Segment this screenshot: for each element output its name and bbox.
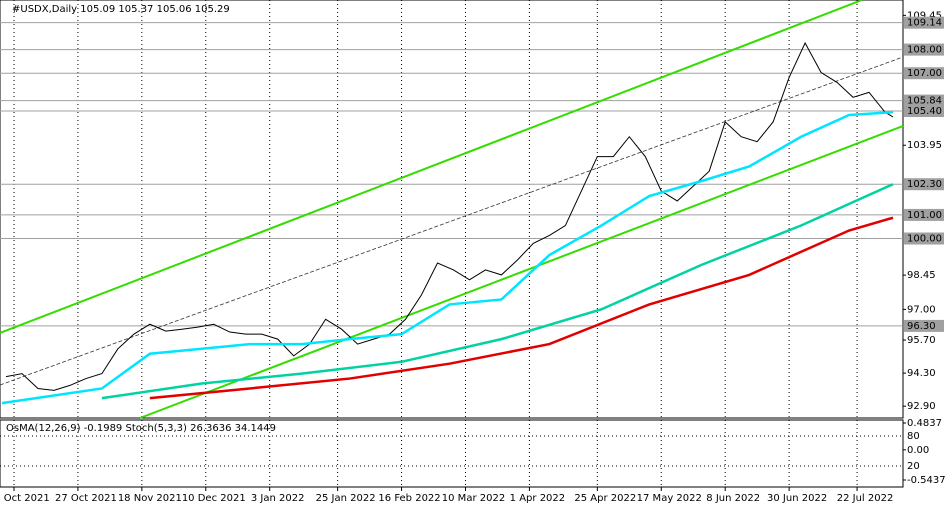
- level-label-box: [904, 104, 944, 117]
- x-tick-label: 10 Dec 2021: [182, 493, 246, 504]
- x-tick-label: 25 Apr 2022: [574, 493, 636, 504]
- x-tick-label: 17 May 2022: [637, 493, 702, 504]
- y-tick-label: 95.70: [907, 335, 936, 346]
- y-tick-label: 94.30: [907, 368, 936, 379]
- level-label: 105.84: [907, 96, 942, 107]
- level-label-box: [904, 208, 944, 221]
- x-tick-label: 10 Mar 2022: [442, 493, 505, 504]
- level-label: 96.30: [907, 321, 936, 332]
- indicator-title: OsMA(12,26,9) -0.1989 Stoch(5,3,3) 26.36…: [6, 423, 276, 434]
- y2-tick-label: 20: [907, 461, 920, 472]
- price-line: [149, 216, 894, 400]
- level-label: 102.30: [907, 179, 942, 190]
- level-label-box: [904, 178, 944, 191]
- level-label: 109.14: [907, 18, 942, 29]
- x-tick-label: 27 Oct 2021: [55, 493, 117, 504]
- x-tick-label: 30 Jun 2022: [767, 493, 827, 504]
- x-tick-label: 3 Jan 2022: [251, 493, 305, 504]
- level-label-box: [904, 232, 944, 245]
- x-tick-label: 25 Jan 2022: [316, 493, 376, 504]
- y2-tick-label: 80: [907, 431, 920, 442]
- level-label: 101.00: [907, 210, 942, 221]
- channel-line: [0, 0, 863, 334]
- level-label: 105.40: [907, 106, 942, 117]
- y-tick-label: 97.00: [907, 304, 936, 315]
- y-tick-label: -0.5437: [907, 475, 945, 486]
- level-label-box: [904, 67, 944, 80]
- x-tick-label: 18 Nov 2021: [118, 493, 182, 504]
- trend-line: [0, 56, 904, 386]
- x-tick-label: 5 Oct 2021: [0, 493, 50, 504]
- level-label: 108.00: [907, 45, 942, 56]
- chart-title: #USDX,Daily 105.09 105.37 105.06 105.29: [12, 4, 230, 15]
- x-tick-label: 16 Feb 2022: [378, 493, 440, 504]
- level-label-box: [904, 43, 944, 56]
- y-tick-label: 0.4837: [907, 418, 942, 429]
- level-label-box: [904, 319, 944, 332]
- channel-line: [139, 125, 904, 419]
- indicator-panel: [0, 419, 904, 488]
- level-label: 100.00: [907, 234, 942, 245]
- y-tick-label: 92.90: [907, 401, 936, 412]
- y-tick-label: 103.95: [907, 140, 942, 151]
- price-line: [101, 183, 894, 400]
- main-panel: [0, 0, 904, 419]
- price-line: [5, 41, 894, 391]
- y-tick-label: 98.45: [907, 270, 936, 281]
- price-line: [1, 110, 894, 405]
- x-tick-label: 8 Jun 2022: [706, 493, 760, 504]
- y-tick-label: 0.00: [907, 445, 929, 456]
- x-tick-label: 22 Jul 2022: [837, 493, 894, 504]
- level-label-box: [904, 16, 944, 29]
- y-tick-label: 109.45: [907, 10, 942, 21]
- level-label-box: [904, 94, 944, 107]
- x-tick-label: 1 Apr 2022: [510, 493, 565, 504]
- level-label: 107.00: [907, 68, 942, 79]
